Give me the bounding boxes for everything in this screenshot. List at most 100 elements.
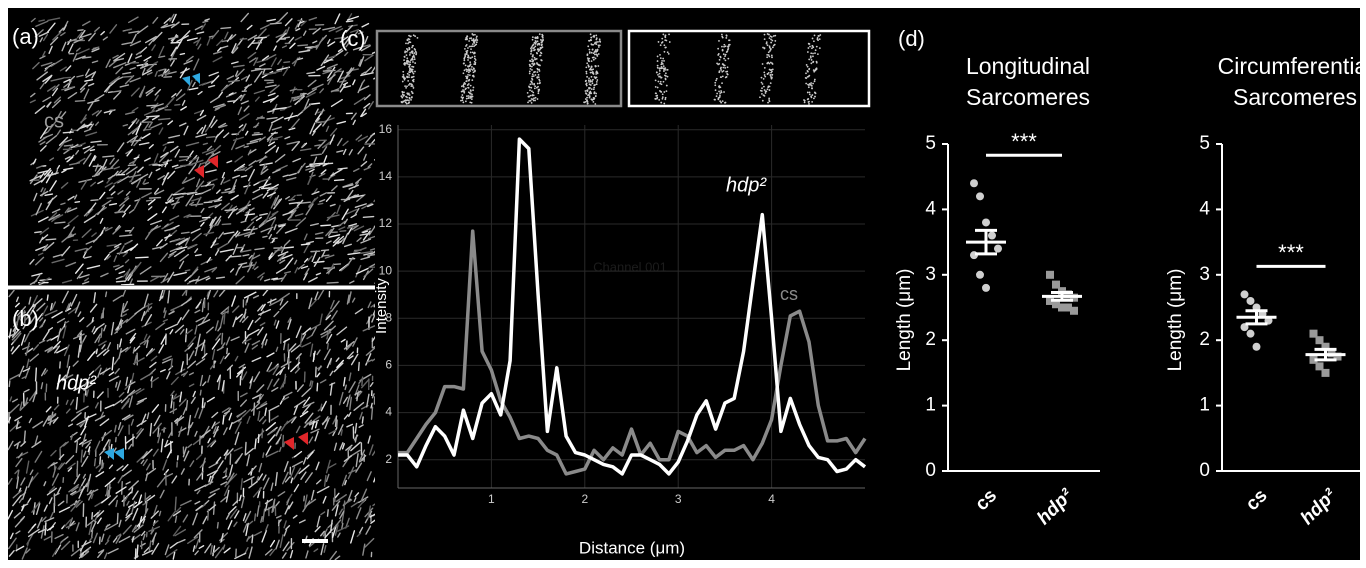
texture bbox=[46, 239, 56, 240]
texture bbox=[412, 50, 414, 52]
texture bbox=[472, 43, 474, 45]
texture bbox=[321, 225, 331, 226]
texture bbox=[527, 92, 529, 94]
texture bbox=[655, 98, 657, 100]
panel-label: (c) bbox=[340, 26, 366, 51]
texture bbox=[407, 80, 409, 82]
texture bbox=[810, 52, 812, 54]
texture bbox=[598, 44, 600, 46]
texture bbox=[470, 37, 472, 39]
texture bbox=[763, 94, 765, 96]
texture bbox=[592, 101, 594, 103]
texture bbox=[414, 71, 416, 73]
y-tick-label: 0 bbox=[1199, 460, 1210, 481]
texture bbox=[372, 407, 373, 419]
texture bbox=[473, 38, 475, 40]
texture bbox=[407, 61, 409, 63]
texture bbox=[659, 54, 661, 56]
texture bbox=[461, 94, 463, 96]
texture bbox=[663, 91, 665, 93]
texture bbox=[337, 420, 338, 427]
texture bbox=[586, 54, 588, 56]
texture bbox=[213, 225, 217, 226]
texture bbox=[173, 402, 174, 413]
texture bbox=[663, 68, 665, 70]
texture bbox=[804, 101, 806, 103]
texture bbox=[595, 58, 597, 60]
texture bbox=[363, 217, 373, 218]
texture bbox=[590, 39, 592, 41]
texture bbox=[759, 96, 761, 98]
texture bbox=[724, 65, 726, 67]
texture bbox=[717, 48, 719, 50]
texture bbox=[588, 79, 590, 81]
texture bbox=[596, 83, 598, 85]
texture bbox=[474, 61, 476, 63]
texture bbox=[657, 56, 659, 58]
texture bbox=[587, 45, 589, 47]
texture bbox=[263, 236, 267, 237]
texture bbox=[406, 57, 408, 59]
texture bbox=[473, 75, 475, 77]
texture bbox=[665, 97, 667, 99]
texture bbox=[815, 49, 817, 51]
chart-title: Circumferential bbox=[1218, 53, 1366, 79]
texture bbox=[132, 488, 133, 493]
texture bbox=[762, 83, 764, 85]
texture bbox=[470, 52, 472, 54]
texture bbox=[414, 48, 416, 50]
texture bbox=[812, 61, 814, 63]
texture bbox=[595, 93, 597, 95]
texture bbox=[761, 77, 763, 79]
texture bbox=[283, 436, 284, 447]
texture bbox=[535, 97, 537, 99]
texture bbox=[657, 65, 659, 67]
texture bbox=[403, 63, 405, 65]
texture bbox=[764, 34, 766, 36]
texture bbox=[719, 70, 721, 72]
texture bbox=[814, 96, 816, 98]
texture bbox=[476, 35, 478, 37]
texture bbox=[315, 145, 320, 146]
texture bbox=[532, 73, 534, 75]
texture bbox=[471, 45, 473, 47]
texture bbox=[406, 77, 408, 79]
texture bbox=[587, 89, 589, 91]
texture bbox=[722, 100, 724, 102]
x-tick-label: 4 bbox=[768, 492, 775, 506]
texture bbox=[808, 68, 810, 70]
texture bbox=[590, 68, 592, 70]
texture bbox=[96, 349, 97, 353]
texture bbox=[664, 47, 666, 49]
texture bbox=[468, 40, 470, 42]
series-label: cs bbox=[780, 284, 798, 304]
texture bbox=[407, 73, 409, 75]
texture bbox=[537, 40, 539, 42]
texture bbox=[805, 72, 807, 74]
texture bbox=[472, 89, 474, 91]
texture bbox=[466, 80, 468, 82]
texture bbox=[222, 224, 230, 225]
texture bbox=[809, 91, 811, 93]
texture bbox=[592, 79, 594, 81]
texture bbox=[819, 47, 821, 49]
texture bbox=[409, 52, 411, 54]
texture bbox=[335, 180, 344, 181]
texture bbox=[726, 71, 728, 73]
texture bbox=[528, 100, 530, 102]
texture bbox=[593, 59, 595, 61]
texture bbox=[411, 96, 413, 98]
y-tick-label: 10 bbox=[379, 263, 393, 277]
texture bbox=[470, 90, 472, 92]
texture bbox=[538, 50, 540, 52]
texture bbox=[721, 82, 723, 84]
texture bbox=[346, 21, 352, 22]
texture bbox=[532, 56, 534, 58]
texture bbox=[258, 435, 259, 443]
texture bbox=[401, 91, 403, 93]
texture bbox=[409, 69, 411, 71]
texture bbox=[714, 82, 716, 84]
texture bbox=[665, 69, 667, 71]
texture bbox=[408, 71, 410, 73]
texture bbox=[761, 93, 763, 95]
